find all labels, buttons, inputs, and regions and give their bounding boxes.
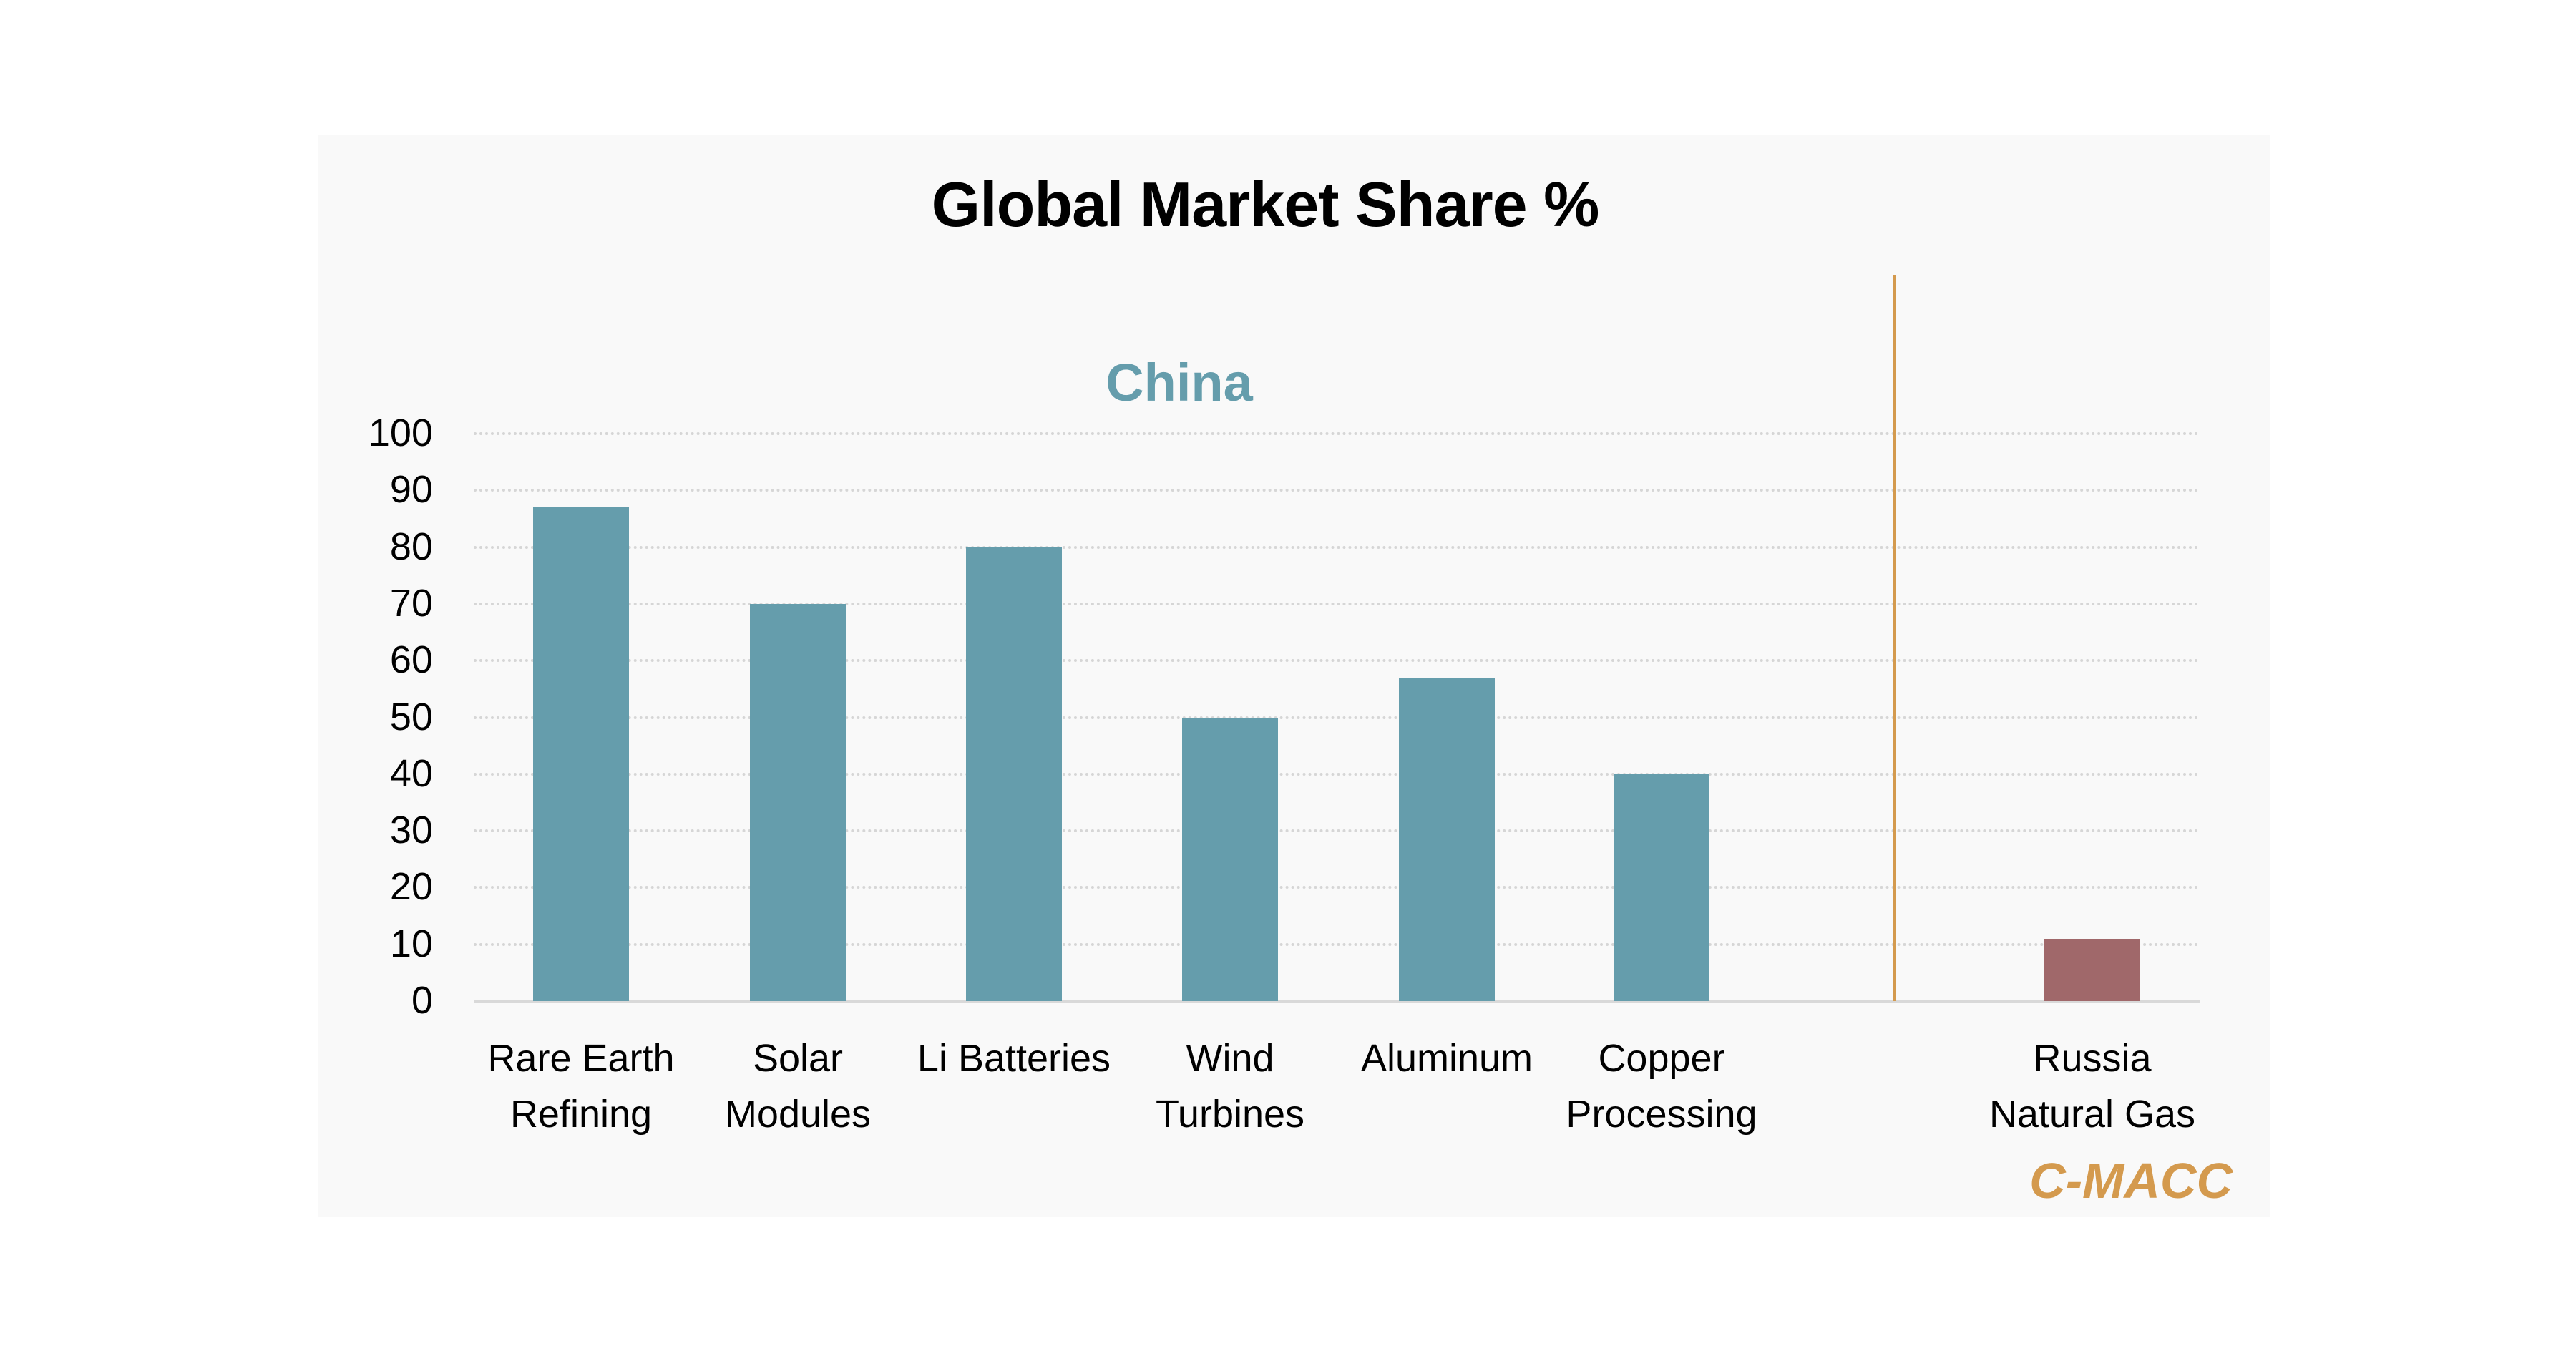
x-tick-label-line1: Li Batteries xyxy=(917,1037,1111,1080)
bar xyxy=(533,507,629,1001)
gridline xyxy=(474,942,2200,946)
gridline xyxy=(474,545,2200,549)
bar xyxy=(1614,774,1709,1001)
y-tick-label: 20 xyxy=(389,865,433,909)
x-axis-line xyxy=(474,1000,2200,1003)
x-tick-label-line1: Wind xyxy=(1186,1037,1274,1080)
gridline xyxy=(474,432,2200,436)
x-tick-label-line1: Russia xyxy=(2033,1037,2152,1080)
x-tick-label-line2: Modules xyxy=(724,1093,872,1136)
bar xyxy=(750,604,846,1001)
x-tick-label-line2: Refining xyxy=(509,1093,653,1136)
x-tick-label-line1: Rare Earth xyxy=(487,1037,675,1080)
x-tick-label: Aluminum xyxy=(1318,1030,1576,1086)
x-tick-label-line2: Natural Gas xyxy=(1989,1093,2196,1136)
y-tick-label: 10 xyxy=(389,922,433,965)
gridline xyxy=(474,829,2200,833)
y-tick-label: 30 xyxy=(389,809,433,852)
y-tick-label: 40 xyxy=(389,751,433,795)
divider-line xyxy=(1893,275,1896,1001)
bar xyxy=(1399,678,1495,1001)
x-tick-label-line2: Processing xyxy=(1566,1093,1757,1136)
gridline xyxy=(474,772,2200,776)
bar xyxy=(966,547,1062,1001)
x-tick-label: Copper Processing xyxy=(1533,1030,1790,1142)
gridline xyxy=(474,716,2200,719)
y-tick-label: 100 xyxy=(368,411,433,455)
x-tick-label-line2: Turbines xyxy=(1155,1093,1305,1136)
x-tick-label: Solar Modules xyxy=(669,1030,927,1142)
y-tick-label: 0 xyxy=(411,979,433,1022)
bar xyxy=(2044,938,2140,1001)
x-tick-label: Wind Turbines xyxy=(1101,1030,1359,1142)
y-tick-label: 90 xyxy=(389,468,433,512)
chart-panel xyxy=(318,135,2270,1217)
x-tick-label-line1: Solar xyxy=(752,1037,844,1080)
x-tick-label-line1: Aluminum xyxy=(1360,1037,1533,1080)
y-tick-label: 70 xyxy=(389,582,433,625)
brand-logo: C-MACC xyxy=(2029,1153,2233,1209)
x-tick-label: Rare Earth Refining xyxy=(452,1030,710,1142)
gridline xyxy=(474,603,2200,606)
y-tick-label: 50 xyxy=(389,695,433,738)
y-tick-label: 80 xyxy=(389,525,433,568)
y-tick-label: 60 xyxy=(389,638,433,682)
x-tick-label-line1: Copper xyxy=(1598,1037,1725,1080)
chart-title: Global Market Share % xyxy=(931,169,1600,240)
x-tick-label: Li Batteries xyxy=(885,1030,1143,1086)
china-annotation: China xyxy=(1106,353,1253,412)
gridline xyxy=(474,886,2200,889)
gridline xyxy=(474,659,2200,663)
x-tick-label: Russia Natural Gas xyxy=(1963,1030,2221,1142)
gridline xyxy=(474,489,2200,492)
bar xyxy=(1182,717,1278,1001)
